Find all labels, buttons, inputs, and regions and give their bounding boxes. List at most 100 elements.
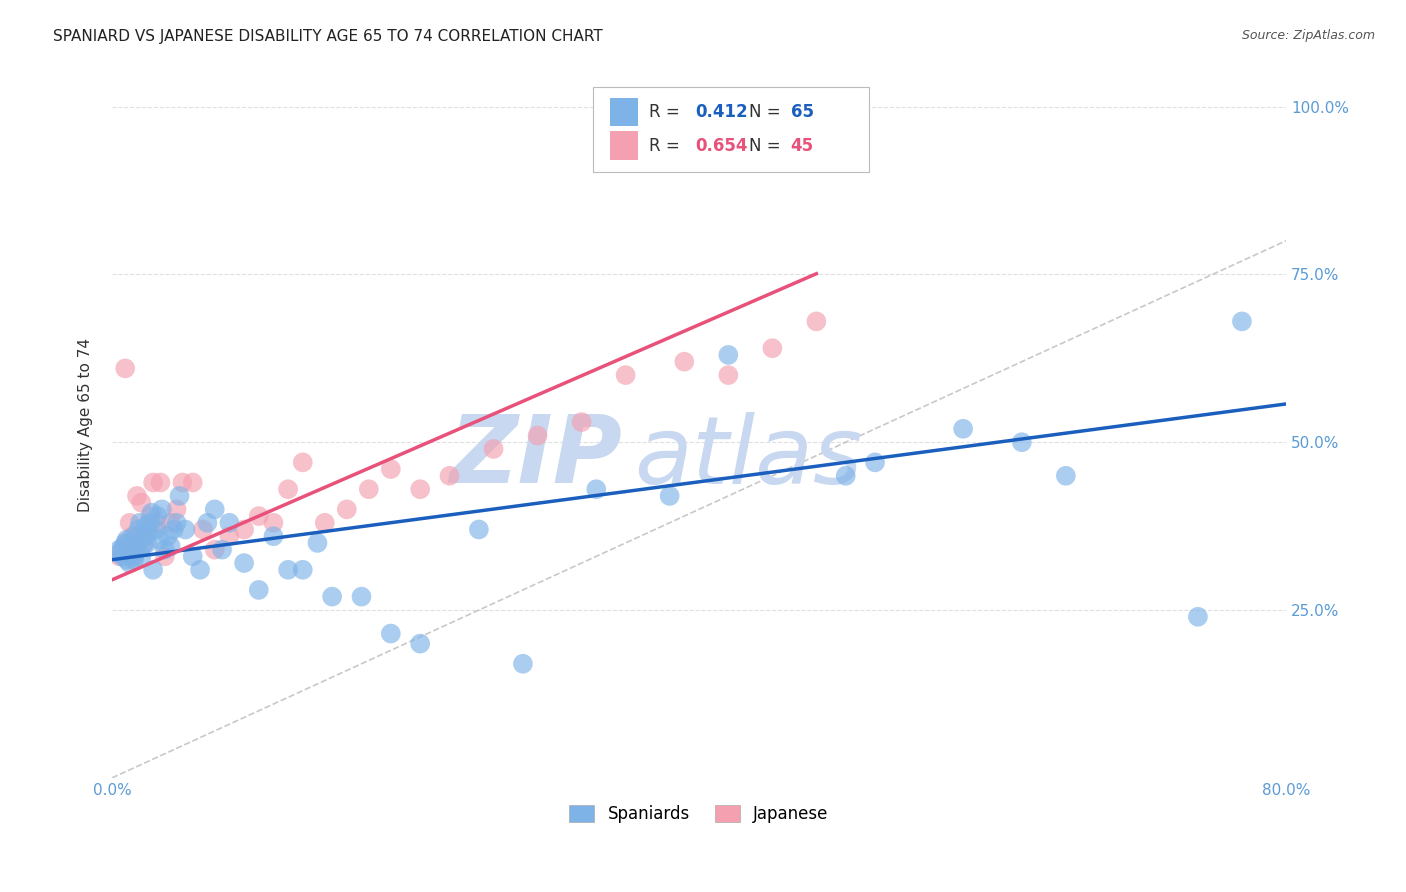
- Point: [114, 536, 136, 550]
- Point: [131, 549, 153, 564]
- Text: atlas: atlas: [634, 411, 863, 503]
- Point: [127, 523, 149, 537]
- Point: [138, 525, 160, 540]
- Point: [350, 590, 373, 604]
- Point: [468, 523, 491, 537]
- Point: [806, 314, 828, 328]
- Point: [108, 546, 131, 560]
- Point: [129, 529, 152, 543]
- Point: [131, 495, 153, 509]
- Point: [169, 489, 191, 503]
- Text: 45: 45: [790, 136, 814, 154]
- Point: [291, 563, 314, 577]
- Point: [380, 626, 402, 640]
- Point: [658, 489, 681, 503]
- Text: 65: 65: [790, 103, 814, 120]
- Point: [142, 475, 165, 490]
- Point: [121, 529, 143, 543]
- Point: [150, 502, 173, 516]
- Point: [673, 354, 696, 368]
- Text: Source: ZipAtlas.com: Source: ZipAtlas.com: [1241, 29, 1375, 42]
- Text: R =: R =: [648, 136, 685, 154]
- Y-axis label: Disability Age 65 to 74: Disability Age 65 to 74: [79, 338, 93, 512]
- Point: [136, 523, 159, 537]
- Point: [571, 415, 593, 429]
- Point: [761, 341, 783, 355]
- Point: [439, 468, 461, 483]
- Point: [482, 442, 505, 456]
- Point: [153, 549, 176, 564]
- Point: [122, 552, 145, 566]
- Text: R =: R =: [648, 103, 685, 120]
- Point: [835, 468, 858, 483]
- Point: [247, 582, 270, 597]
- FancyBboxPatch shape: [610, 131, 638, 160]
- Point: [181, 549, 204, 564]
- Point: [141, 506, 163, 520]
- Point: [952, 422, 974, 436]
- Point: [121, 536, 143, 550]
- Point: [191, 523, 214, 537]
- Point: [142, 563, 165, 577]
- Point: [181, 475, 204, 490]
- Point: [409, 482, 432, 496]
- Point: [135, 519, 157, 533]
- Point: [163, 523, 186, 537]
- Point: [204, 542, 226, 557]
- Point: [197, 516, 219, 530]
- Point: [614, 368, 637, 382]
- Point: [120, 549, 142, 564]
- Point: [166, 502, 188, 516]
- Point: [863, 455, 886, 469]
- FancyBboxPatch shape: [610, 97, 638, 126]
- Point: [717, 368, 740, 382]
- FancyBboxPatch shape: [593, 87, 869, 171]
- Point: [111, 549, 134, 564]
- Point: [127, 536, 149, 550]
- Point: [717, 348, 740, 362]
- Point: [145, 523, 167, 537]
- Point: [145, 516, 167, 530]
- Point: [166, 516, 188, 530]
- Point: [526, 428, 548, 442]
- Point: [512, 657, 534, 671]
- Point: [188, 563, 211, 577]
- Point: [409, 637, 432, 651]
- Text: SPANIARD VS JAPANESE DISABILITY AGE 65 TO 74 CORRELATION CHART: SPANIARD VS JAPANESE DISABILITY AGE 65 T…: [53, 29, 603, 44]
- Point: [153, 542, 176, 557]
- Point: [139, 509, 162, 524]
- Point: [146, 509, 169, 524]
- Point: [132, 539, 155, 553]
- Point: [321, 590, 343, 604]
- Point: [380, 462, 402, 476]
- Point: [124, 542, 146, 557]
- Point: [115, 552, 138, 566]
- Point: [134, 536, 156, 550]
- Point: [120, 542, 142, 557]
- Point: [149, 475, 172, 490]
- Point: [156, 529, 179, 543]
- Point: [1011, 435, 1033, 450]
- Text: 0.654: 0.654: [696, 136, 748, 154]
- Text: N =: N =: [749, 136, 786, 154]
- Point: [118, 516, 141, 530]
- Point: [277, 563, 299, 577]
- Point: [112, 539, 135, 553]
- Point: [211, 542, 233, 557]
- Point: [124, 546, 146, 560]
- Point: [233, 556, 256, 570]
- Point: [159, 516, 181, 530]
- Point: [115, 536, 138, 550]
- Point: [122, 529, 145, 543]
- Point: [148, 533, 170, 547]
- Point: [262, 516, 284, 530]
- Point: [118, 556, 141, 570]
- Point: [111, 542, 134, 557]
- Point: [122, 549, 145, 564]
- Point: [125, 489, 148, 503]
- Point: [314, 516, 336, 530]
- Point: [262, 529, 284, 543]
- Text: ZIP: ZIP: [450, 411, 623, 503]
- Point: [204, 502, 226, 516]
- Point: [247, 509, 270, 524]
